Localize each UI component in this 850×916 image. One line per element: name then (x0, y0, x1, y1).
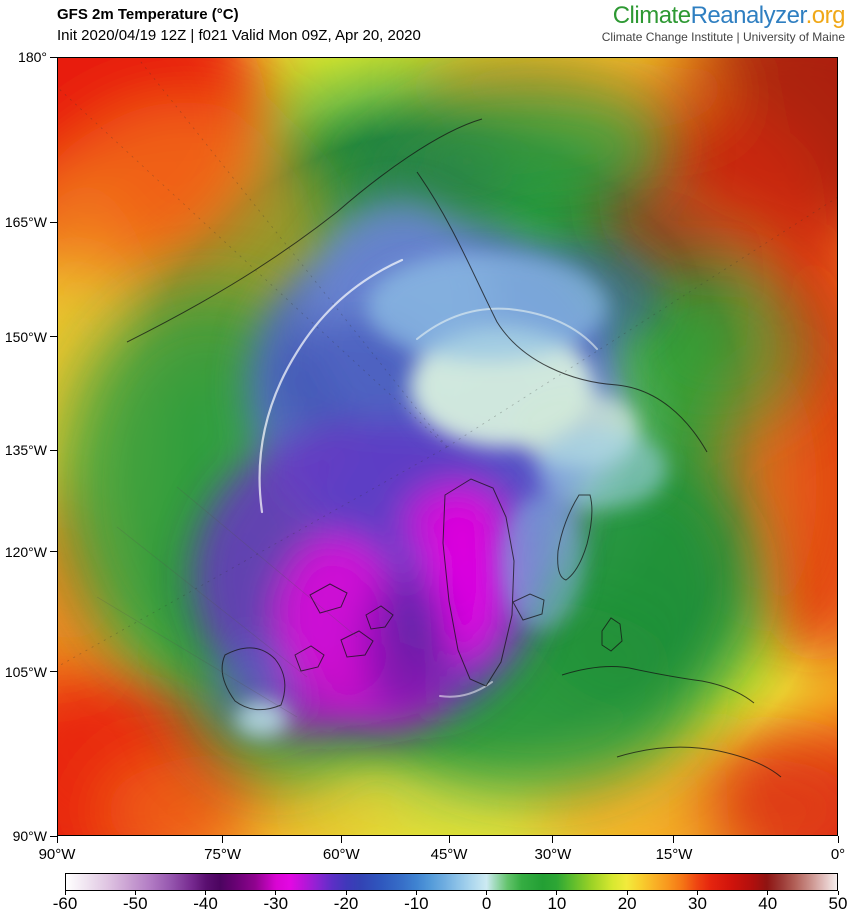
colorbar-tick (767, 891, 769, 895)
logo-org: .org (805, 2, 846, 29)
y-axis-tick (50, 336, 57, 338)
colorbar-tick (415, 891, 417, 895)
logo-climate: Climate (612, 2, 691, 29)
border-lines (96, 486, 358, 718)
colorbar-tick (64, 891, 66, 895)
colorbar-tick (345, 891, 347, 895)
temperature-field-svg (57, 57, 838, 836)
x-axis-tick-label: 60°W (322, 846, 360, 863)
colorbar-tick-label: -10 (404, 894, 429, 913)
colorbar-tick-label: -50 (122, 894, 148, 913)
colorbar-tick-label: 10 (547, 894, 567, 913)
temperature-colorbar (65, 873, 838, 891)
colorbar-tick-label: 0 (481, 894, 492, 913)
colorbar-tick-label: -30 (263, 894, 289, 913)
x-axis-tick (552, 836, 554, 843)
x-axis-tick (222, 836, 224, 843)
y-axis-tick-label: 90°W (12, 828, 47, 844)
x-axis-tick (673, 836, 675, 843)
colorbar-tick (486, 891, 488, 895)
climate-reanalyzer-logo[interactable]: ClimateReanalyzer.org Climate Change Ins… (601, 2, 846, 45)
colorbar-tick (275, 891, 277, 895)
colorbar-tick (696, 891, 698, 895)
temperature-field (57, 57, 838, 836)
y-axis-tick (50, 221, 57, 223)
x-axis-tick (448, 836, 450, 843)
coastlines (126, 118, 782, 778)
y-axis-tick-label: 150°W (4, 328, 47, 345)
ice-edge-lines (258, 258, 598, 698)
page-title: GFS 2m Temperature (°C) (57, 6, 239, 23)
colorbar-tick (556, 891, 558, 895)
colorbar-tick (626, 891, 628, 895)
x-axis-tick-label: 90°W (38, 846, 76, 863)
y-axis-tick-label: 105°W (4, 663, 47, 680)
colorbar-tick-label: 50 (828, 894, 848, 913)
x-axis-tick-label: 30°W (534, 846, 572, 863)
colorbar-tick-label: -20 (333, 894, 359, 913)
y-axis-tick-label: 120°W (4, 543, 47, 560)
graticule-lines (57, 57, 838, 668)
x-axis-tick (56, 836, 58, 843)
x-axis-tick-label: 0° (830, 846, 846, 863)
colorbar-tick (837, 891, 839, 895)
colorbar-tick-label: -60 (52, 894, 78, 913)
logo-wordmark[interactable]: ClimateReanalyzer.org (602, 2, 846, 29)
x-axis-tick-label: 75°W (204, 846, 241, 863)
temperature-map (57, 57, 838, 836)
colorbar-tick-label: 40 (758, 894, 778, 913)
y-axis-tick (50, 449, 57, 451)
x-axis-tick-label: 45°W (430, 846, 468, 863)
y-axis-tick (50, 671, 57, 673)
logo-tagline: Climate Change Institute | University of… (601, 30, 845, 45)
y-axis-tick-label: 180° (18, 49, 47, 65)
colorbar-tick (134, 891, 136, 895)
y-axis-tick (50, 56, 57, 58)
colorbar-tick (205, 891, 207, 895)
run-info: Init 2020/04/19 12Z | f021 Valid Mon 09Z… (57, 27, 421, 44)
colorbar-tick-label: 20 (617, 894, 637, 913)
colorbar-tick-label: 30 (687, 894, 707, 913)
y-axis-tick-label: 165°W (4, 214, 47, 231)
y-axis-tick (50, 835, 57, 837)
logo-reanalyzer: Reanalyzer (690, 2, 807, 29)
x-axis-tick (837, 836, 839, 843)
colorbar-tick-label: -40 (193, 894, 218, 913)
y-axis-tick (50, 551, 57, 553)
map-frame (57, 57, 838, 836)
x-axis-tick (340, 836, 342, 843)
y-axis-tick-label: 135°W (4, 442, 47, 459)
x-axis-tick-label: 15°W (655, 846, 693, 863)
